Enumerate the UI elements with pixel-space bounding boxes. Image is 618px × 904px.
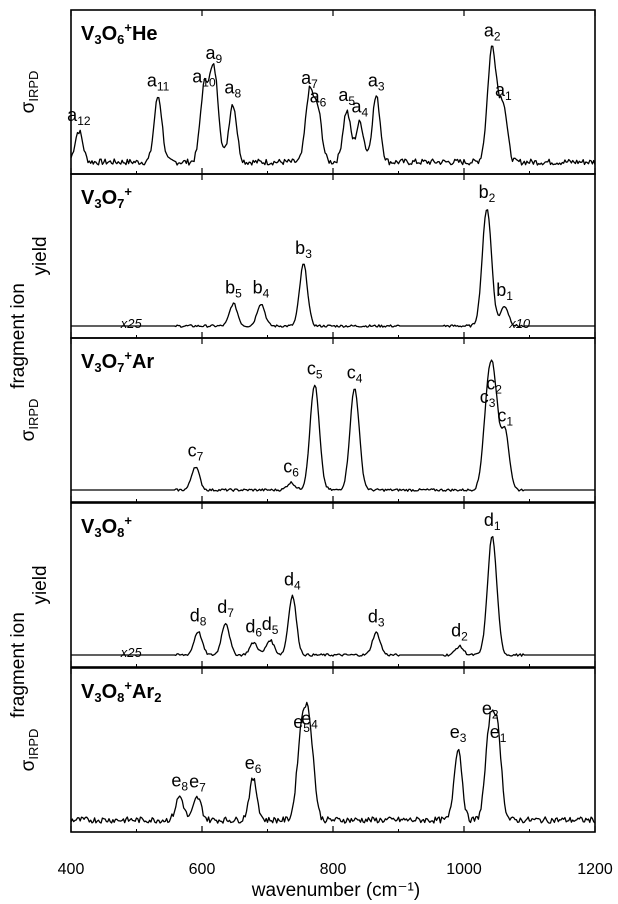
x-tick-label: 1000 [446,861,482,878]
peak-label: c7 [188,440,204,463]
y-axis-label: σIRPD [18,729,41,772]
y-axis-label: σIRPD [18,71,41,114]
scale-note: x25 [120,645,143,660]
peak-label: b3 [295,238,312,261]
peak-label: a10 [192,67,216,90]
panel-title: V3O6+He [81,20,158,47]
y-axis-label-line: fragment ion [8,612,29,718]
peak-label: e8 [171,770,188,793]
panel-frame [70,173,596,339]
peak-label: b4 [253,278,270,301]
peak-label: a5 [338,85,355,108]
peak-label: b5 [225,278,242,301]
peak-label: e4 [301,708,318,731]
peak-label: d7 [217,597,234,620]
panel-frame [70,502,596,668]
peak-label: a1 [495,80,512,103]
peak-label: b1 [496,280,513,303]
spectrum-line [70,45,596,166]
peak-label: a11 [147,70,170,93]
peak-label: d1 [484,510,501,533]
x-tick-label: 600 [189,861,216,878]
y-axis-label-line: fragment ion [8,283,29,389]
peak-label: a9 [205,43,222,66]
spectrum-line [71,209,595,328]
y-axis-label-line: yield [30,565,51,604]
spectrum-line [71,359,595,492]
x-tick-label: 400 [58,861,85,878]
panel-title: V3O8+Ar2 [81,678,161,705]
peak-label: d4 [284,569,301,592]
peak-label: c6 [283,457,299,480]
peak-label: e6 [245,753,262,776]
peak-label: d8 [190,605,207,628]
peak-label: e3 [450,722,467,745]
peak-label: c5 [307,359,323,382]
peak-label: c1 [497,406,513,429]
panel-title: V3O7+Ar [81,348,154,375]
peak-label: e1 [490,722,507,745]
peak-label: c4 [347,362,363,385]
peak-label: d6 [245,617,262,640]
spectrum-line [70,701,596,824]
x-axis-label: wavenumber (cm⁻¹) [251,880,420,901]
peak-label: d3 [368,607,385,630]
x-axis: 400 600 800 1000 1200 [58,861,613,878]
y-axis-label-line: yield [30,236,51,275]
peak-label: e2 [482,699,499,722]
peak-label: a7 [301,68,318,91]
peak-label: d5 [262,614,279,637]
peak-label: a8 [224,78,241,101]
panel-title: V3O8+ [81,513,132,540]
peak-label: a4 [352,96,369,119]
x-tick-label: 800 [320,861,347,878]
peak-label: a3 [368,70,385,93]
scale-note: x10 [508,316,531,331]
y-axis-label: σIRPD [18,399,41,442]
peak-label: a6 [310,86,327,109]
panel-title: V3O7+ [81,184,132,211]
peak-label: a2 [484,21,501,44]
spectrum-line [71,535,595,657]
peak-label: a12 [67,105,91,128]
x-tick-label: 1200 [577,861,613,878]
peak-label: c3 [480,387,496,410]
peak-label: e7 [189,772,206,795]
peak-label: c2 [486,373,502,396]
scale-note: x25 [120,316,143,331]
peak-label: e5 [293,712,310,735]
peak-label: b2 [479,182,496,205]
peak-label: d2 [451,620,468,643]
